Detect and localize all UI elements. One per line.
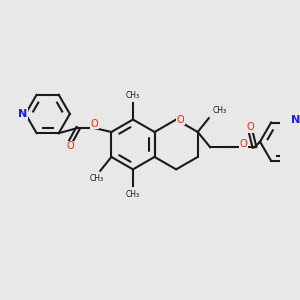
Text: N: N <box>18 109 27 119</box>
Text: CH₃: CH₃ <box>126 91 140 100</box>
Text: CH₃: CH₃ <box>126 190 140 199</box>
Text: O: O <box>240 140 247 149</box>
Text: CH₃: CH₃ <box>90 174 104 183</box>
Text: O: O <box>91 119 99 129</box>
Text: CH₃: CH₃ <box>212 106 226 115</box>
Text: N: N <box>291 115 300 125</box>
Text: O: O <box>247 122 254 132</box>
Text: O: O <box>66 141 74 152</box>
Text: O: O <box>176 115 184 124</box>
